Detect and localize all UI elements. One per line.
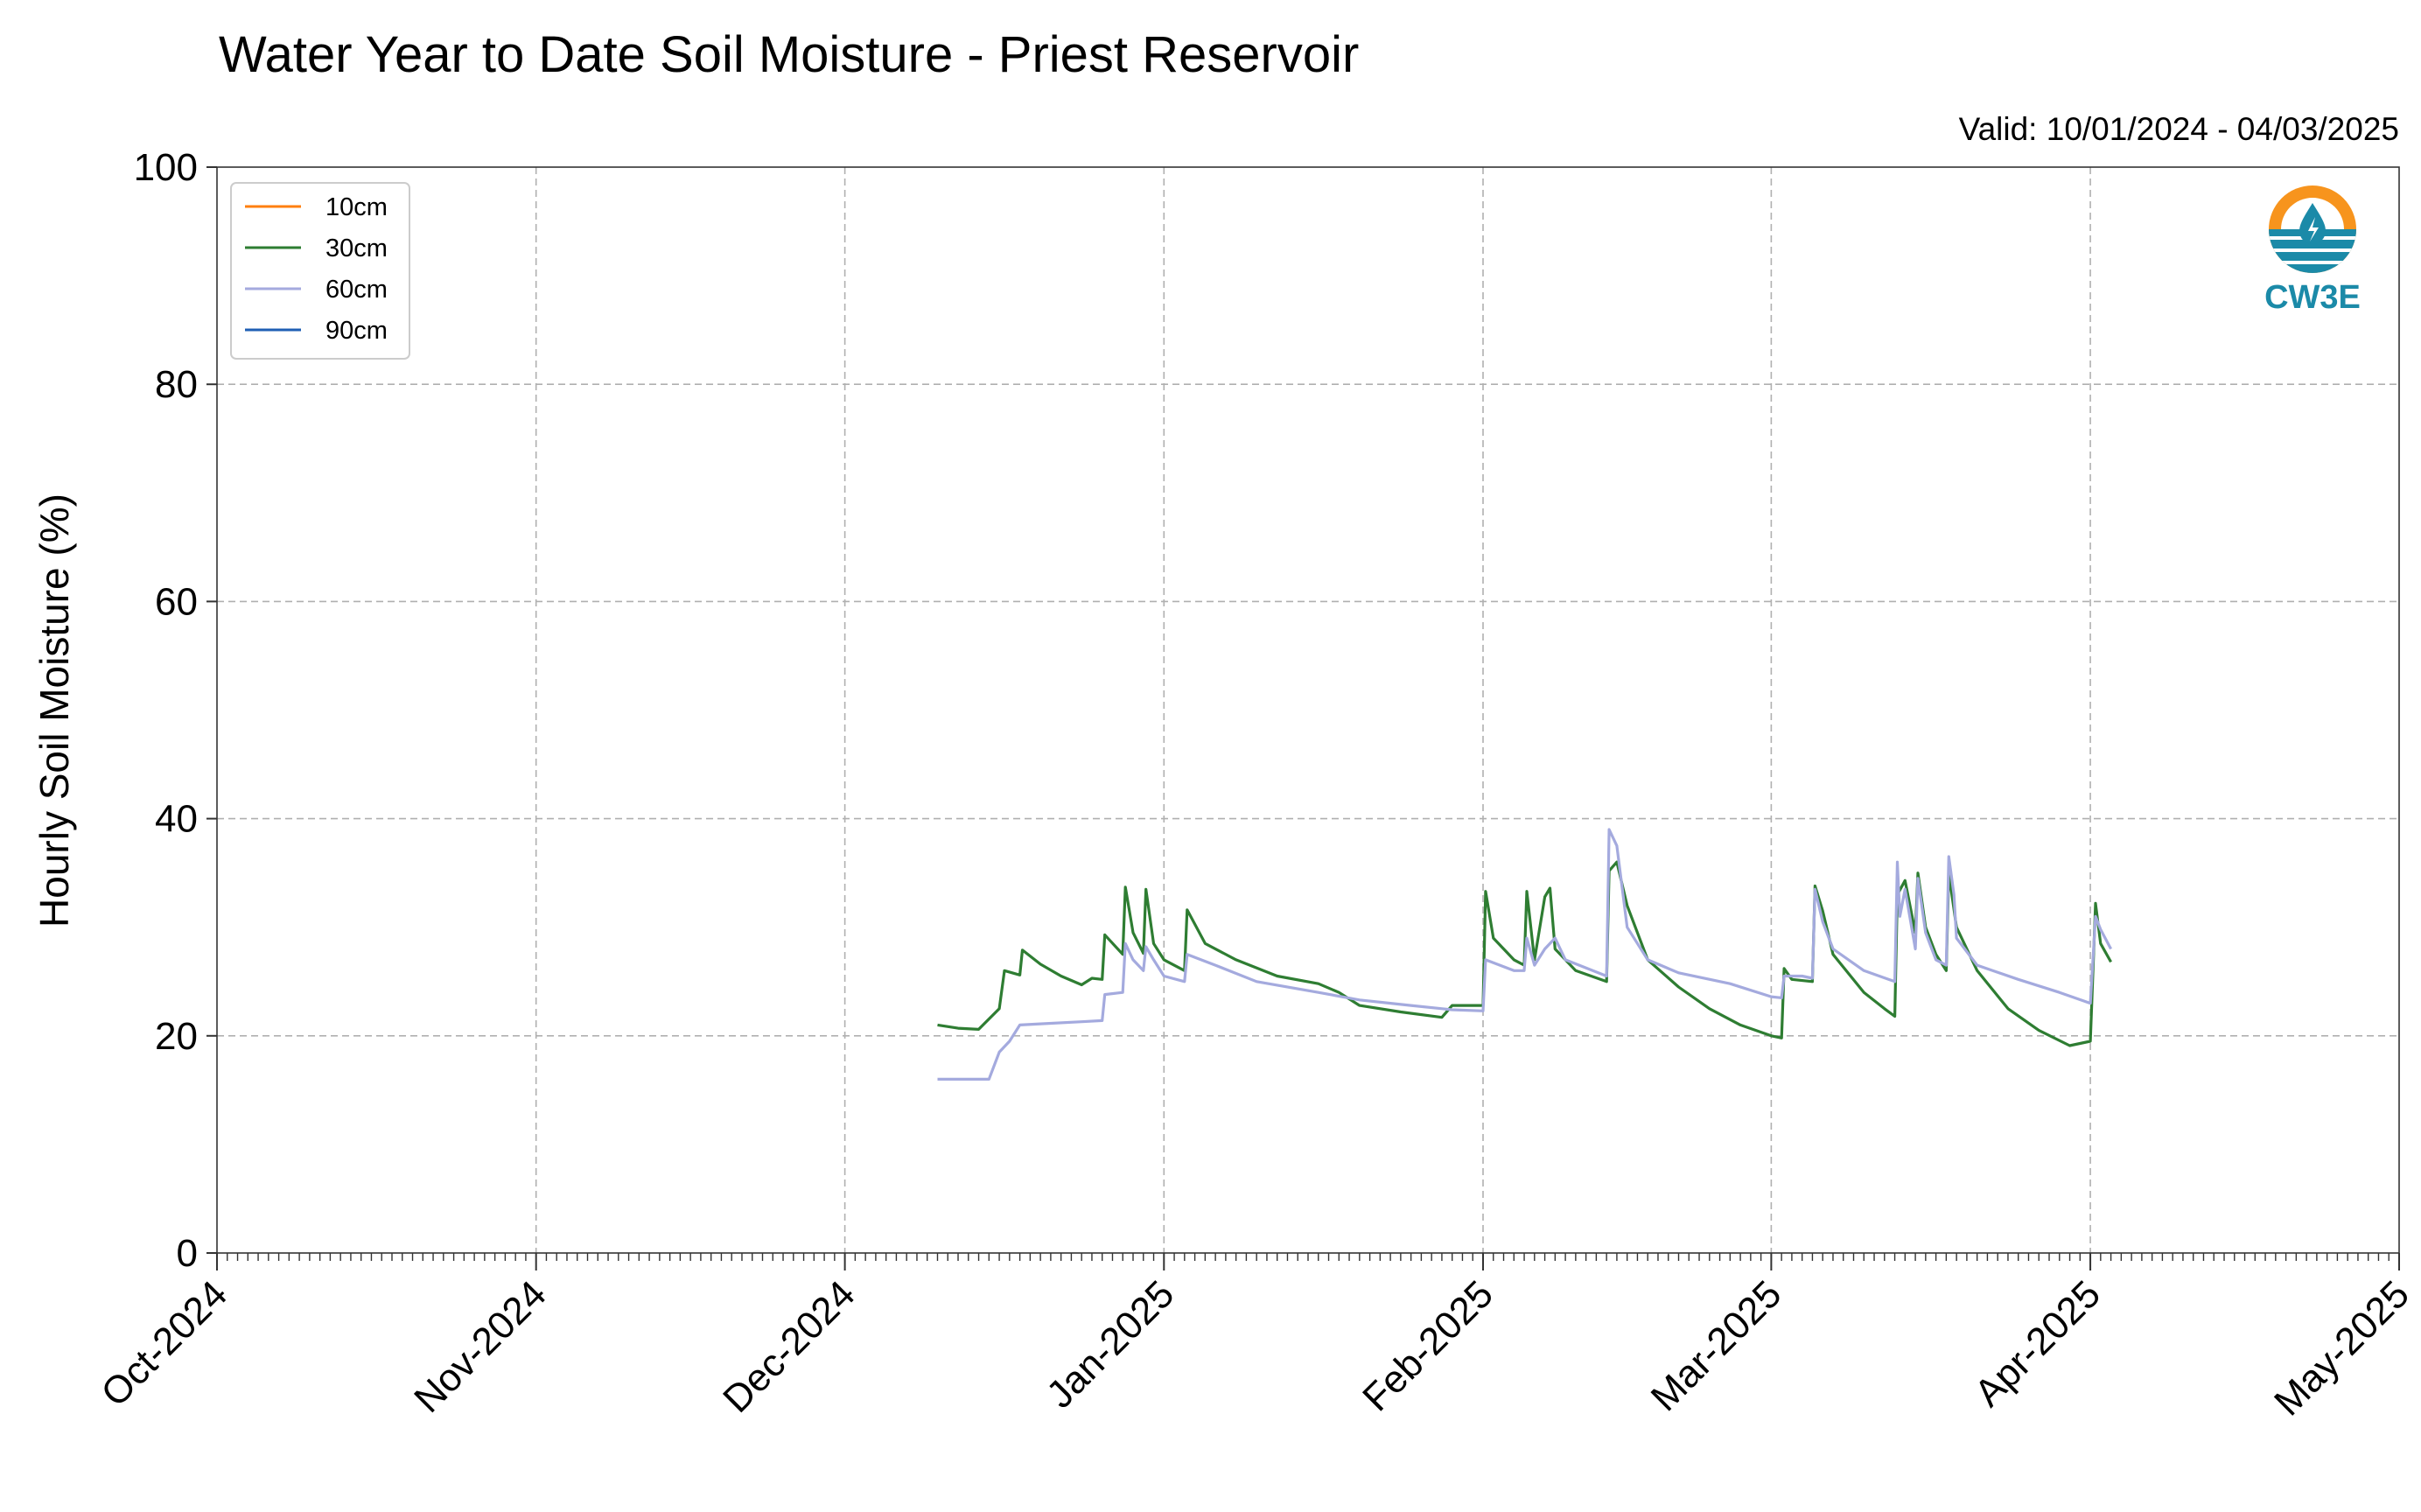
legend-label-60cm: 60cm: [325, 276, 388, 304]
series-line-60cm: [937, 828, 2113, 1081]
y-tick-label: 80: [155, 363, 198, 406]
y-axis-label: Hourly Soil Moisture (%): [31, 494, 77, 928]
y-tick-label: 100: [134, 146, 198, 189]
logo-text: CW3E: [2264, 279, 2361, 316]
grid-lines: [217, 167, 2399, 1253]
y-tick-label: 0: [177, 1232, 198, 1275]
legend: 10cm 30cm 60cm 90cm: [230, 182, 410, 360]
y-tick-label: 20: [155, 1015, 198, 1058]
y-tick-label: 60: [155, 580, 198, 623]
legend-box: [230, 182, 410, 360]
legend-label-30cm: 30cm: [325, 234, 388, 262]
chart-title: Water Year to Date Soil Moisture - Pries…: [219, 26, 1359, 83]
chart-subtitle-valid-range: Valid: 10/01/2024 - 04/03/2025: [1959, 111, 2399, 147]
legend-label-90cm: 90cm: [325, 317, 388, 345]
series-lines: [937, 828, 2113, 1081]
cw3e-logo: CW3E: [2264, 186, 2361, 316]
y-tick-label: 40: [155, 798, 198, 841]
legend-label-10cm: 10cm: [325, 193, 388, 221]
